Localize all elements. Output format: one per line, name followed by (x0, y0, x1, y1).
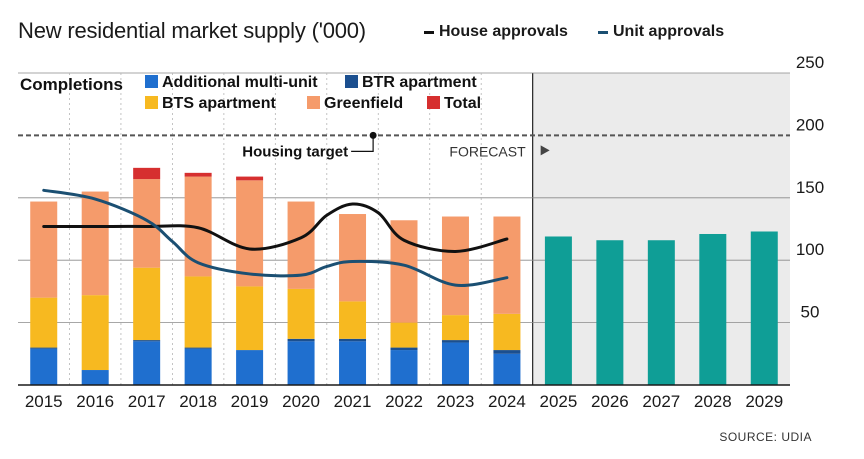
bars (30, 167, 778, 385)
bar-greenfield-2015 (30, 201, 58, 298)
bar-total-2017 (133, 167, 161, 180)
bar-btr-apartment-2015 (30, 347, 58, 349)
legend-swatch-additional-multi-unit (145, 75, 158, 88)
bar-bts-apartment-2018 (184, 276, 212, 348)
y-tick-label: 200 (796, 115, 824, 134)
x-tick-label: 2019 (231, 392, 269, 411)
bar-forecast-2029 (750, 231, 778, 385)
axes: 50 100 150 200 250 2015 2016 2017 2018 2019 2020 20… (18, 53, 824, 411)
completions-legend: Completions Additional multi-unit BTR apar… (20, 74, 481, 112)
legend-label: Total (444, 95, 481, 112)
line-unit-approvals (42, 188, 509, 287)
bar-forecast-2028 (699, 233, 727, 385)
legend-label: Greenfield (324, 95, 403, 112)
x-tick-label: 2029 (745, 392, 783, 411)
bar-btr-apartment-2020 (287, 338, 315, 342)
housing-target-label: Housing target (242, 143, 348, 160)
bar-additional-multi-unit-2023 (441, 342, 469, 385)
x-tick-label: 2026 (591, 392, 629, 411)
bar-additional-multi-unit-2018 (184, 348, 212, 385)
completions-legend-title: Completions (20, 75, 123, 94)
bar-total-2018 (184, 172, 212, 177)
bar-additional-multi-unit-2021 (339, 341, 367, 385)
unit-approvals-swatch (598, 30, 608, 34)
x-tick-label: 2022 (385, 392, 423, 411)
bar-forecast-2026 (596, 240, 624, 385)
legend-unit-approvals: Unit approvals (598, 23, 724, 41)
forecast-arrow-icon (540, 145, 550, 156)
bar-bts-apartment-2015 (30, 297, 58, 348)
bar-additional-multi-unit-2020 (287, 341, 315, 385)
bar-additional-multi-unit-2016 (81, 370, 109, 385)
x-tick-label: 2020 (282, 392, 320, 411)
bar-greenfield-2017 (133, 179, 161, 268)
bar-greenfield-2021 (339, 214, 367, 302)
bar-bts-apartment-2021 (339, 301, 367, 339)
legend-swatch-btr-apartment (345, 75, 358, 88)
bar-bts-apartment-2022 (390, 322, 418, 348)
y-tick-label: 150 (796, 178, 824, 197)
house-approvals-swatch (424, 30, 434, 34)
legend-swatch-bts-apartment (145, 96, 158, 109)
x-tick-label: 2016 (76, 392, 114, 411)
bar-additional-multi-unit-2022 (390, 350, 418, 385)
legend-label: BTS apartment (162, 95, 276, 112)
legend-house-approvals: House approvals (424, 23, 568, 41)
bar-forecast-2027 (647, 240, 675, 385)
bar-additional-multi-unit-2015 (30, 348, 58, 385)
bar-additional-multi-unit-2017 (133, 341, 161, 385)
bar-btr-apartment-2023 (441, 340, 469, 343)
legend-house-approvals-label: House approvals (439, 23, 568, 40)
housing-target: Housing target FORECAST (18, 131, 790, 160)
legend-label: BTR apartment (362, 74, 477, 91)
bar-bts-apartment-2016 (81, 295, 109, 371)
x-tick-label: 2027 (642, 392, 680, 411)
x-tick-label: 2023 (437, 392, 475, 411)
x-tick-label: 2017 (128, 392, 166, 411)
bar-forecast-2025 (544, 236, 572, 385)
bar-additional-multi-unit-2019 (236, 350, 264, 385)
legend-swatch-total (427, 96, 440, 109)
bar-total-2019 (236, 176, 264, 181)
source-note: SOURCE: UDIA (719, 430, 812, 444)
bar-btr-apartment-2021 (339, 338, 367, 342)
x-tick-label: 2021 (334, 392, 372, 411)
x-tick-label: 2018 (179, 392, 217, 411)
x-tick-label: 2028 (694, 392, 732, 411)
bar-bts-apartment-2023 (441, 315, 469, 341)
y-tick-label: 50 (801, 303, 820, 322)
bar-btr-apartment-2022 (390, 347, 418, 351)
bar-greenfield-2024 (493, 216, 521, 314)
y-tick-label: 250 (796, 53, 824, 72)
legend-swatch-greenfield (307, 96, 320, 109)
x-tick-label: 2024 (488, 392, 526, 411)
bar-btr-apartment-2018 (184, 347, 212, 349)
legend-label: Additional multi-unit (162, 74, 318, 91)
chart-title: New residential market supply ('000) (18, 18, 366, 43)
bar-greenfield-2016 (81, 191, 109, 296)
bar-bts-apartment-2019 (236, 286, 264, 351)
bar-btr-apartment-2024 (493, 350, 521, 354)
x-tick-label: 2015 (25, 392, 63, 411)
housing-target-leader (351, 135, 374, 152)
bar-bts-apartment-2024 (493, 313, 521, 351)
bar-greenfield-2023 (441, 216, 469, 316)
forecast-label: FORECAST (449, 143, 526, 159)
bar-greenfield-2019 (236, 180, 264, 287)
approval-lines (42, 188, 509, 287)
x-tick-label: 2025 (539, 392, 577, 411)
bar-bts-apartment-2017 (133, 267, 161, 341)
bar-additional-multi-unit-2024 (493, 353, 521, 385)
y-tick-label: 100 (796, 240, 824, 259)
bar-bts-apartment-2020 (287, 288, 315, 339)
bar-btr-apartment-2017 (133, 340, 161, 342)
legend-unit-approvals-label: Unit approvals (613, 23, 725, 40)
line-house-approvals (42, 202, 509, 253)
bar-greenfield-2022 (390, 220, 418, 323)
